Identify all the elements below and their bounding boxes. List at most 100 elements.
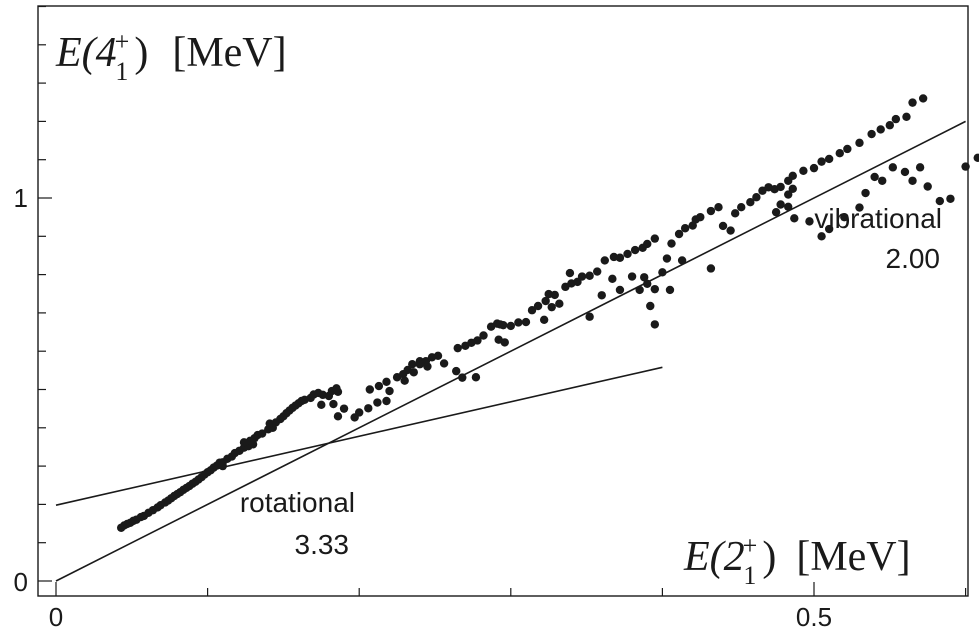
data-point <box>409 368 418 377</box>
data-point <box>650 320 660 329</box>
data-point <box>973 153 979 162</box>
data-point <box>776 182 785 192</box>
data-point <box>817 232 826 241</box>
data-point <box>662 254 672 263</box>
data-point <box>506 321 515 331</box>
data-point <box>597 291 606 300</box>
data-point <box>577 272 587 281</box>
plot-frame <box>37 5 969 597</box>
x-axis-title-unit: [MeV] <box>796 534 910 580</box>
data-point <box>646 301 655 311</box>
data-point <box>635 285 644 295</box>
data-point <box>776 200 785 209</box>
data-point <box>784 202 793 212</box>
x-axis-title-main: E(2 <box>683 534 745 580</box>
data-point <box>658 268 667 277</box>
reference-line-vibrational <box>55 120 966 582</box>
data-point <box>824 154 834 164</box>
x-tick-label-1: 0.5 <box>796 602 832 632</box>
data-point <box>600 256 609 265</box>
y-axis-title-sup: + <box>115 27 130 56</box>
data-point <box>453 343 462 353</box>
data-point <box>737 202 746 212</box>
vibrational-label: vibrational <box>814 203 942 234</box>
data-point <box>585 271 594 280</box>
data-point <box>746 198 755 207</box>
data-point <box>500 338 509 347</box>
data-point <box>373 398 382 407</box>
data-point <box>473 336 482 345</box>
data-point <box>514 318 523 327</box>
data-point <box>809 163 819 173</box>
data-point <box>339 404 349 413</box>
y-axis-title-close: ) <box>134 30 148 76</box>
data-point <box>627 272 637 281</box>
data-point <box>908 98 917 107</box>
data-point <box>900 167 910 177</box>
data-point <box>257 429 267 438</box>
rotational-label: rotational <box>240 487 355 518</box>
x-axis-title-close: ) <box>762 534 776 580</box>
data-point <box>615 253 625 262</box>
data-point <box>888 163 898 172</box>
data-point <box>817 157 826 166</box>
data-point <box>643 239 652 249</box>
data-point <box>332 384 341 393</box>
y-axis-title: E(4+ 1) [MeV] <box>55 27 287 86</box>
data-point <box>630 245 640 255</box>
data-point <box>855 203 864 212</box>
x-axis-title: E(2+ 1) [MeV] <box>683 531 911 590</box>
data-point <box>935 196 945 206</box>
data-point <box>550 290 559 300</box>
data-point <box>355 408 364 417</box>
data-point <box>908 176 917 185</box>
data-point <box>458 373 467 382</box>
reference-lines <box>55 120 966 582</box>
data-point <box>433 351 443 360</box>
data-point <box>855 138 864 148</box>
data-point <box>565 268 575 278</box>
data-point <box>677 256 687 265</box>
data-point <box>365 385 375 394</box>
data-point <box>608 274 617 284</box>
data-point <box>784 190 793 199</box>
data-point <box>541 296 550 306</box>
y-tick-label-1: 1 <box>14 183 28 213</box>
data-point <box>771 207 781 217</box>
data-point <box>317 400 326 410</box>
y-axis-title-main: E(4 <box>55 30 117 76</box>
data-point <box>902 112 911 122</box>
rotational-value: 3.33 <box>295 529 350 560</box>
data-point <box>706 206 716 216</box>
data-point <box>946 194 955 203</box>
data-point <box>799 166 808 176</box>
data-point <box>547 302 556 312</box>
data-point <box>555 299 564 308</box>
data-point <box>665 285 675 295</box>
data-point <box>382 377 391 387</box>
data-point <box>593 267 602 276</box>
data-point <box>640 273 649 282</box>
data-point <box>788 184 797 194</box>
data-point <box>452 366 461 376</box>
data-point <box>400 376 409 385</box>
data-point <box>439 359 449 368</box>
data-point <box>423 362 432 371</box>
vibrational-value: 2.00 <box>886 243 941 274</box>
y-axis-title-unit: [MeV] <box>172 30 286 76</box>
data-point <box>650 234 660 243</box>
data-point <box>615 285 625 295</box>
data-point <box>415 360 425 369</box>
data-point <box>650 284 660 294</box>
x-axis-title-sub: 1 <box>743 561 756 590</box>
data-point <box>215 458 224 467</box>
x-tick-label-0: 0 <box>49 602 63 632</box>
data-point <box>915 163 925 172</box>
data-point <box>521 317 531 327</box>
data-point <box>364 404 373 413</box>
data-point <box>691 215 700 224</box>
data-point <box>961 162 970 171</box>
data-point <box>527 306 537 315</box>
data-point <box>680 224 690 233</box>
data-point <box>805 217 814 226</box>
